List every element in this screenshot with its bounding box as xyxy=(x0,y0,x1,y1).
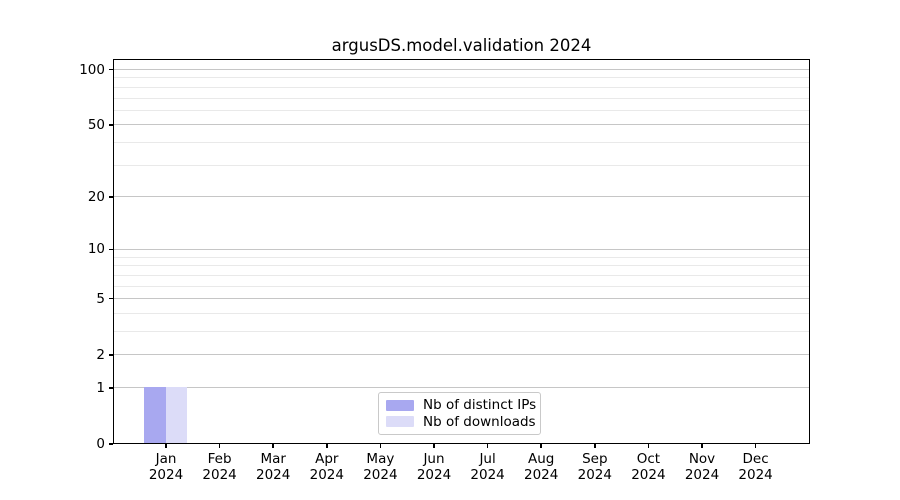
major-gridline xyxy=(114,196,809,198)
x-tick-month: Jan xyxy=(155,451,177,467)
x-tick-month: Aug xyxy=(528,451,555,467)
legend-item-downloads: Nb of downloads xyxy=(386,413,536,431)
major-gridline xyxy=(114,124,809,126)
x-tick-label: Oct 2024 xyxy=(616,451,680,483)
x-tick-label: Dec 2024 xyxy=(724,451,788,483)
x-tick-month: Jul xyxy=(479,451,496,467)
minor-gridline xyxy=(114,256,809,258)
x-tick-month: Jun xyxy=(423,451,445,467)
minor-gridline xyxy=(114,86,809,88)
x-tick-year: 2024 xyxy=(309,466,344,483)
x-tick-label: Aug 2024 xyxy=(509,451,573,483)
y-tick-mark xyxy=(109,248,113,251)
y-tick-label: 2 xyxy=(96,346,105,363)
minor-gridline xyxy=(114,77,809,79)
legend-swatch-distinct-ips-icon xyxy=(386,399,414,411)
y-tick-label: 10 xyxy=(87,241,105,258)
y-tick-label: 0 xyxy=(96,436,105,452)
x-tick-year: 2024 xyxy=(470,466,505,483)
major-gridline xyxy=(114,354,809,356)
major-gridline xyxy=(114,298,809,300)
x-tick-month: Apr xyxy=(315,451,339,467)
x-tick-month: Nov xyxy=(688,451,716,467)
x-tick-month: Sep xyxy=(582,451,608,467)
x-tick-label: Nov 2024 xyxy=(670,451,734,483)
x-tick-mark xyxy=(165,444,167,448)
x-tick-year: 2024 xyxy=(738,466,773,483)
x-tick-mark xyxy=(272,444,274,448)
x-tick-year: 2024 xyxy=(577,466,612,483)
minor-gridline xyxy=(114,142,809,144)
x-tick-mark xyxy=(594,444,596,448)
y-tick-mark xyxy=(109,124,113,126)
x-tick-label: Mar 2024 xyxy=(241,451,305,483)
x-tick-year: 2024 xyxy=(684,466,720,483)
x-tick-year: 2024 xyxy=(631,466,666,483)
minor-gridline xyxy=(114,109,809,111)
x-tick-mark xyxy=(379,444,382,448)
x-tick-label: Jun 2024 xyxy=(402,451,466,483)
y-tick-label: 5 xyxy=(96,290,105,307)
y-tick-label: 100 xyxy=(79,61,105,78)
y-tick-mark xyxy=(109,297,113,300)
y-tick-mark xyxy=(109,68,113,71)
minor-gridline xyxy=(114,164,809,166)
minor-gridline xyxy=(114,331,809,333)
x-tick-month: Dec xyxy=(742,451,769,467)
x-tick-label: Feb 2024 xyxy=(188,451,252,483)
chart-title: argusDS.model.validation 2024 xyxy=(331,36,592,55)
x-tick-label: Apr 2024 xyxy=(295,451,359,483)
legend: Nb of distinct IPs Nb of downloads xyxy=(378,392,541,435)
x-tick-label: Sep 2024 xyxy=(563,451,627,483)
x-tick-mark xyxy=(540,444,542,448)
x-tick-month: Oct xyxy=(636,451,661,467)
legend-swatch-downloads-icon xyxy=(386,416,414,428)
x-tick-mark xyxy=(433,444,435,448)
x-tick-year: 2024 xyxy=(524,466,559,483)
legend-label-downloads: Nb of downloads xyxy=(423,413,536,430)
minor-gridline xyxy=(114,312,809,314)
x-tick-mark xyxy=(326,444,328,448)
y-tick-label: 50 xyxy=(87,116,105,133)
x-tick-mark xyxy=(754,444,757,448)
x-tick-mark xyxy=(218,444,221,448)
y-tick-label: 1 xyxy=(96,379,105,396)
minor-gridline xyxy=(114,285,809,287)
y-tick-mark xyxy=(109,196,113,198)
x-tick-month: Mar xyxy=(260,451,286,467)
x-tick-mark xyxy=(701,444,703,448)
x-tick-year: 2024 xyxy=(363,466,398,483)
bar-downloads-jan xyxy=(165,387,187,444)
major-gridline xyxy=(114,69,809,71)
y-tick-mark xyxy=(109,387,113,389)
x-tick-year: 2024 xyxy=(202,466,237,483)
legend-item-distinct-ips: Nb of distinct IPs xyxy=(386,397,537,414)
legend-label-distinct-ips: Nb of distinct IPs xyxy=(423,397,537,414)
x-tick-label: Jul 2024 xyxy=(456,451,520,483)
plot-area xyxy=(113,59,810,444)
major-gridline xyxy=(114,248,809,250)
x-tick-month: May xyxy=(366,451,395,467)
minor-gridline xyxy=(114,274,809,276)
x-tick-label: Jan 2024 xyxy=(134,451,198,483)
x-tick-label: May 2024 xyxy=(348,451,412,483)
y-tick-mark xyxy=(109,354,113,356)
x-tick-year: 2024 xyxy=(416,466,452,483)
minor-gridline xyxy=(114,265,809,267)
x-tick-mark xyxy=(647,444,650,448)
y-tick-mark xyxy=(109,443,113,445)
minor-gridline xyxy=(114,97,809,99)
x-tick-year: 2024 xyxy=(256,466,291,483)
x-tick-month: Feb xyxy=(207,451,232,467)
y-tick-label: 20 xyxy=(87,188,105,205)
x-tick-year: 2024 xyxy=(148,466,184,483)
x-tick-mark xyxy=(486,444,489,448)
bar-distinct-ips-jan xyxy=(144,387,166,444)
major-gridline xyxy=(114,387,809,389)
